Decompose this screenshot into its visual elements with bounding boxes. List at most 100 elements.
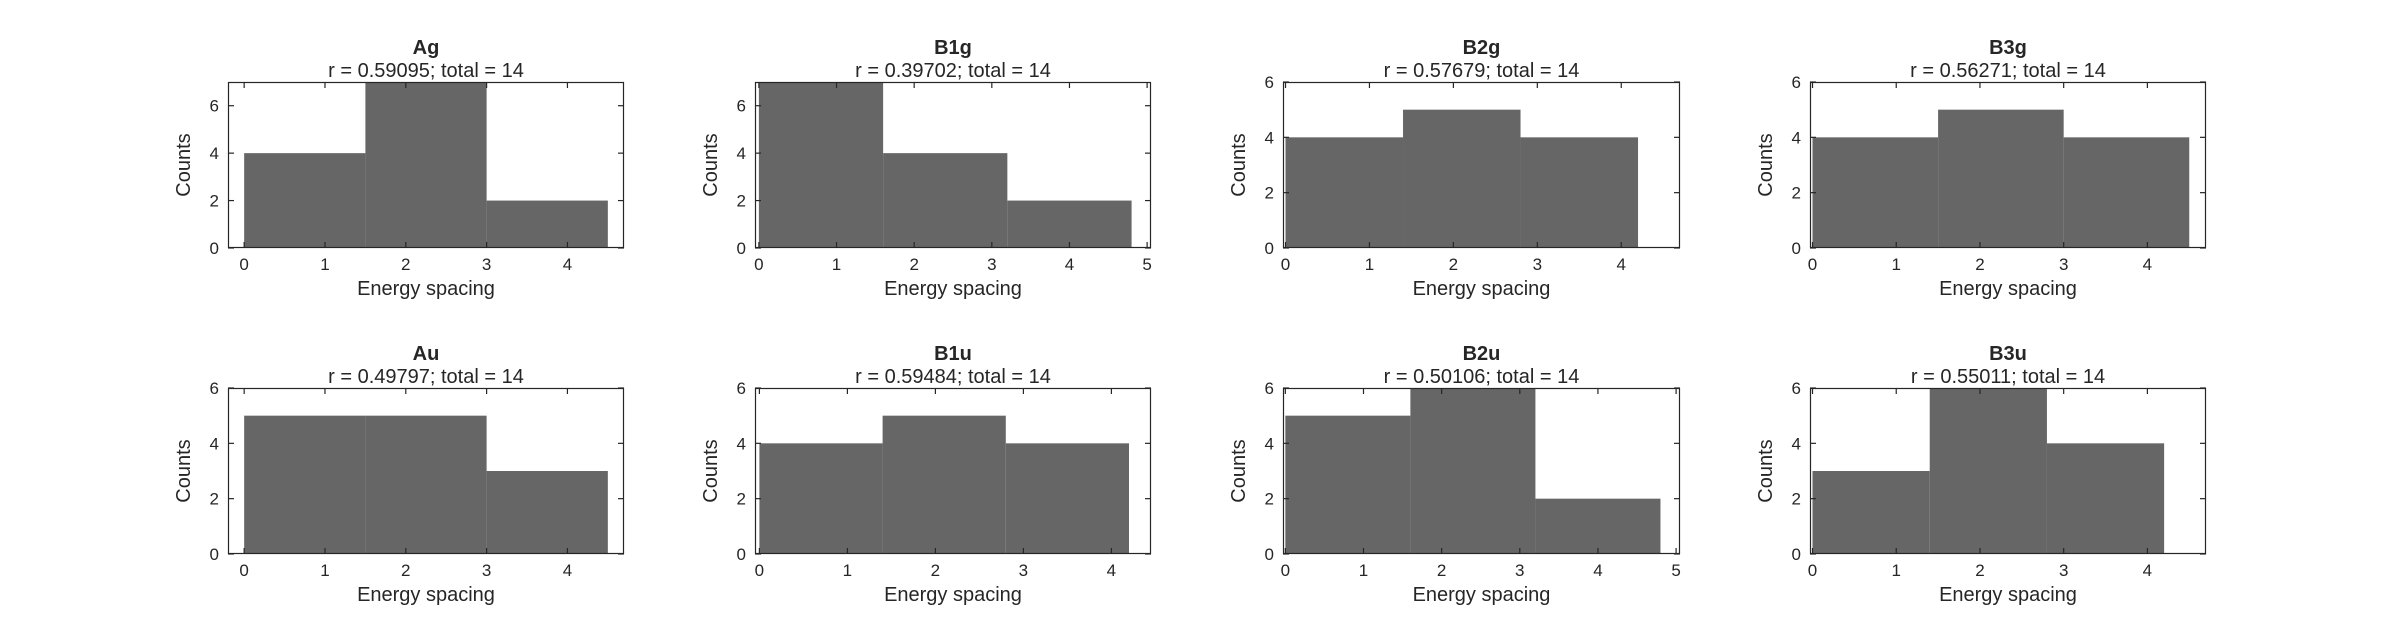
histogram-bar xyxy=(1812,471,1930,554)
axes-box xyxy=(1809,81,2207,249)
subplot-subtitle: r = 0.59095; total = 14 xyxy=(328,60,524,82)
x-tick-label: 4 xyxy=(1593,561,1602,580)
subplot-subtitle: r = 0.56271; total = 14 xyxy=(1910,60,2106,82)
y-tick-label: 6 xyxy=(1265,73,1274,92)
y-axis-label: Counts xyxy=(1755,133,1777,196)
axes-box xyxy=(754,81,1152,249)
histogram-bar xyxy=(244,415,366,554)
histogram-bar xyxy=(486,471,608,554)
y-tick-label: 6 xyxy=(1265,379,1274,398)
subplot-title: B1g xyxy=(934,37,972,59)
axes-box xyxy=(227,387,625,555)
subplot-title: Ag xyxy=(413,37,440,59)
x-tick-label: 0 xyxy=(754,255,763,274)
y-tick-label: 6 xyxy=(1792,379,1801,398)
subplot-title: B3g xyxy=(1989,37,2027,59)
histogram-bar xyxy=(882,415,1006,554)
y-tick-label: 2 xyxy=(1265,184,1274,203)
x-axis-label: Energy spacing xyxy=(357,584,495,606)
histogram-bar xyxy=(1410,388,1536,554)
histogram-bar xyxy=(759,443,883,554)
subplot-title: B2g xyxy=(1463,37,1501,59)
y-tick-label: 4 xyxy=(210,434,219,453)
subplot-subtitle: r = 0.50106; total = 14 xyxy=(1384,366,1580,388)
y-tick-label: 0 xyxy=(210,239,219,258)
subplot-subtitle: r = 0.55011; total = 14 xyxy=(1911,366,2105,388)
x-tick-label: 3 xyxy=(1533,255,1542,274)
x-tick-label: 1 xyxy=(320,561,329,580)
x-tick-label: 3 xyxy=(482,561,491,580)
x-axis-label: Energy spacing xyxy=(884,278,1022,300)
x-tick-label: 0 xyxy=(239,255,248,274)
subplot-ag: 0 1 2 3 4 0 2 4 6 Agr = 0.59095; total = 14 Energy… xyxy=(173,37,625,300)
x-tick-label: 2 xyxy=(931,561,940,580)
x-axis-label: Energy spacing xyxy=(1939,278,2077,300)
x-axis-label: Energy spacing xyxy=(1413,584,1551,606)
y-tick-label: 2 xyxy=(210,490,219,509)
x-tick-label: 5 xyxy=(1142,255,1151,274)
y-tick-label: 0 xyxy=(737,239,746,258)
x-tick-label: 3 xyxy=(2059,561,2068,580)
x-tick-label: 4 xyxy=(1107,561,1116,580)
x-axis-label: Energy spacing xyxy=(1939,584,2077,606)
histogram-bar xyxy=(365,415,487,554)
x-tick-label: 0 xyxy=(1808,255,1817,274)
x-tick-label: 5 xyxy=(1671,561,1680,580)
y-axis-label: Counts xyxy=(1228,133,1250,196)
x-tick-label: 4 xyxy=(563,255,572,274)
x-tick-label: 1 xyxy=(1891,561,1900,580)
histogram-bar xyxy=(244,153,366,248)
axes-box xyxy=(1282,81,1681,249)
histogram-bar xyxy=(2063,137,2190,248)
x-tick-label: 3 xyxy=(987,255,996,274)
y-tick-label: 6 xyxy=(737,379,746,398)
y-tick-label: 2 xyxy=(737,490,746,509)
y-tick-label: 0 xyxy=(1792,545,1801,564)
y-axis-label: Counts xyxy=(700,439,722,502)
x-tick-label: 3 xyxy=(1019,561,1028,580)
y-tick-label: 2 xyxy=(210,192,219,211)
x-tick-label: 1 xyxy=(320,255,329,274)
x-tick-label: 2 xyxy=(1975,255,1984,274)
histogram-bar xyxy=(758,82,884,248)
y-tick-label: 0 xyxy=(1265,545,1274,564)
histogram-bar xyxy=(1005,443,1129,554)
histogram-bar xyxy=(365,82,487,248)
x-tick-label: 0 xyxy=(1808,561,1817,580)
histogram-bar xyxy=(1403,109,1521,249)
x-tick-label: 2 xyxy=(401,561,410,580)
x-tick-label: 0 xyxy=(1281,255,1290,274)
subplot-subtitle: r = 0.57679; total = 14 xyxy=(1384,60,1580,82)
y-tick-label: 0 xyxy=(737,545,746,564)
x-tick-label: 1 xyxy=(1365,255,1374,274)
y-tick-label: 4 xyxy=(737,144,746,163)
histogram-bar xyxy=(1285,137,1404,248)
histogram-bar xyxy=(1812,137,1939,248)
histogram-bar xyxy=(883,153,1008,248)
histogram-bar xyxy=(2046,443,2165,554)
x-tick-label: 1 xyxy=(832,255,841,274)
x-axis-label: Energy spacing xyxy=(357,278,495,300)
histogram-bar xyxy=(1007,200,1132,248)
y-axis-label: Counts xyxy=(1755,439,1777,502)
x-tick-label: 3 xyxy=(1515,561,1524,580)
x-tick-label: 4 xyxy=(1065,255,1074,274)
x-tick-label: 4 xyxy=(1617,255,1626,274)
subplot-subtitle: r = 0.49797; total = 14 xyxy=(328,366,524,388)
y-tick-label: 4 xyxy=(737,434,746,453)
x-tick-label: 4 xyxy=(2143,561,2152,580)
x-tick-label: 0 xyxy=(239,561,248,580)
subplot-title: B2u xyxy=(1463,343,1501,365)
x-tick-label: 1 xyxy=(1359,561,1368,580)
histogram-bar xyxy=(1938,109,2064,249)
x-tick-label: 4 xyxy=(2143,255,2152,274)
x-tick-label: 3 xyxy=(2059,255,2068,274)
y-tick-label: 4 xyxy=(1792,128,1801,147)
x-tick-label: 1 xyxy=(1891,255,1900,274)
y-tick-label: 4 xyxy=(1265,128,1274,147)
y-tick-label: 0 xyxy=(210,545,219,564)
